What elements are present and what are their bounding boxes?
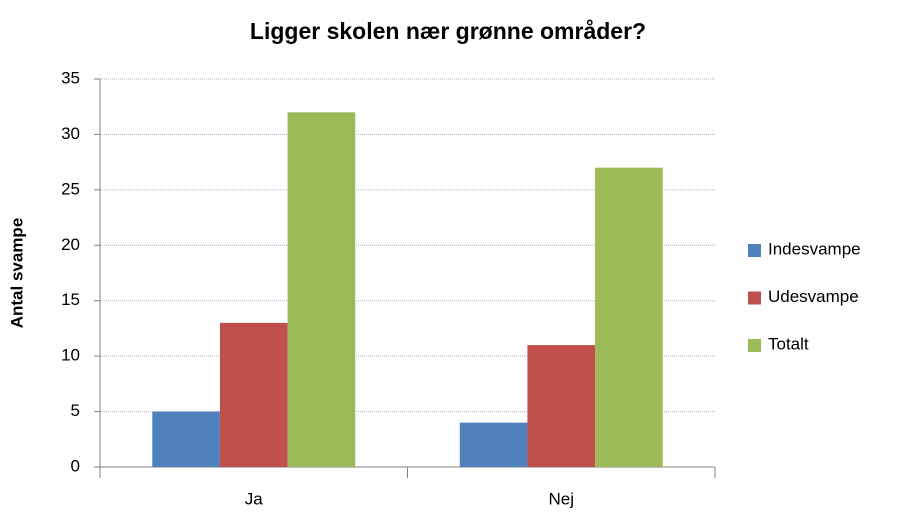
bar — [527, 345, 596, 467]
y-tick-label: 30 — [61, 124, 80, 143]
legend-label: Indesvampe — [768, 239, 861, 258]
legend-swatch — [748, 339, 761, 352]
x-tick-label: Ja — [245, 489, 264, 508]
y-tick-label: 20 — [61, 235, 80, 254]
legend-swatch — [748, 244, 761, 257]
y-tick-label: 0 — [71, 456, 80, 475]
bar — [152, 411, 220, 467]
bar — [595, 167, 663, 467]
y-tick-label: 5 — [71, 401, 80, 420]
y-tick-label: 10 — [61, 346, 80, 365]
y-tick-label: 35 — [61, 68, 80, 87]
bar — [287, 112, 356, 467]
legend-swatch — [748, 291, 761, 305]
y-axis-label: Antal svampe — [7, 218, 26, 329]
chart-title: Ligger skolen nær grønne områder? — [250, 18, 646, 44]
y-tick-label: 25 — [61, 179, 80, 198]
x-tick-label: Nej — [548, 489, 574, 508]
bar — [459, 422, 528, 467]
legend-label: Totalt — [768, 334, 809, 353]
bar — [219, 322, 288, 467]
y-tick-label: 15 — [61, 290, 80, 309]
legend-label: Udesvampe — [768, 287, 859, 306]
